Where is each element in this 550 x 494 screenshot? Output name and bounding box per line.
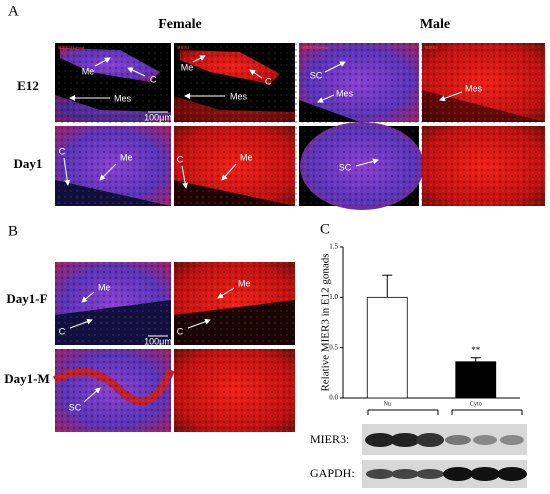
bar [366, 296, 408, 399]
panel-label: A [8, 3, 19, 19]
y-tick-label: 1.0 [329, 293, 338, 301]
annotations: Me C Mes Me C Mes SC Mes Mes C Me C Me S… [59, 55, 483, 189]
significance: ** [471, 345, 481, 355]
column-header: Female [158, 17, 202, 32]
annotation: C [59, 146, 66, 156]
panel-label: B [8, 223, 18, 239]
micrograph [53, 262, 295, 432]
annotation: C [265, 76, 272, 86]
stain-legend: MIER3 [425, 45, 437, 50]
x-tick-label: Cyto [470, 401, 482, 407]
scale-bar-label: 100μm [144, 112, 172, 122]
x-tick-label: Nu [384, 401, 391, 407]
blot-label: GAPDH: [310, 466, 355, 480]
annotation: Me [82, 66, 95, 76]
bar-chart: Relative MIER3 in E12 gonads 0.0 0.5 1.0 1.5… [320, 243, 520, 407]
row-label: Day1-M [4, 371, 50, 386]
blot-label: MIER3: [310, 432, 349, 446]
annotation: Me [238, 278, 251, 288]
annotation: C [150, 74, 157, 84]
annotation: Me [120, 152, 133, 162]
annotation: Me [240, 152, 253, 162]
scale-bar-label: 100μm [144, 336, 172, 346]
stain-legend: MIER3 [177, 45, 189, 50]
row-label: Day1-F [6, 291, 47, 306]
stain-legend: MIER3/Hoechst [302, 45, 329, 50]
row-label: Day1 [14, 156, 43, 171]
annotation: Me [98, 282, 111, 292]
y-tick-label: 0.5 [329, 343, 338, 351]
annotation: C [177, 154, 184, 164]
annotation: C [59, 326, 66, 336]
row-label: E12 [17, 78, 39, 93]
annotation: C [177, 326, 184, 336]
annotations: Me C Me C SC [59, 278, 251, 412]
annotation: SC [339, 162, 352, 172]
bar [455, 361, 497, 399]
annotation: Mes [114, 93, 132, 103]
panel-label: C [320, 221, 330, 237]
y-axis-label: Relative MIER3 in E12 gonads [320, 253, 332, 391]
western-blot [362, 409, 527, 488]
annotation: SC [69, 402, 82, 412]
y-tick-label: 0.0 [329, 394, 338, 402]
stain-legend: MIER3/Hoechst [58, 45, 85, 50]
column-header: Male [420, 17, 450, 32]
annotation: SC [310, 70, 323, 80]
annotation: Mes [336, 88, 354, 98]
annotation: Me [181, 62, 194, 72]
y-tick-label: 1.5 [329, 243, 338, 251]
annotation: Mes [230, 91, 248, 101]
annotation: Mes [465, 83, 483, 93]
micrograph [55, 43, 545, 210]
